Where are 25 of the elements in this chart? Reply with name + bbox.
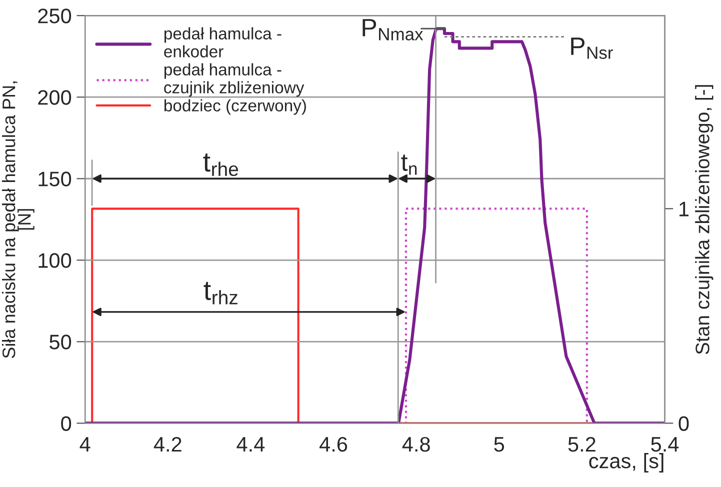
y-axis-title: Siła nacisku na pedał hamulca PN, [N] bbox=[2, 82, 34, 358]
x-tick-label: 4 bbox=[80, 437, 90, 452]
annotation: t$_{rhe}$ bbox=[203, 153, 238, 176]
y-tick-label: 0 bbox=[61, 416, 72, 431]
y-tick-label: 200 bbox=[38, 90, 72, 105]
annotation: t$_{n}$ bbox=[401, 154, 417, 175]
x-tick-label: 5 bbox=[494, 437, 504, 452]
legend-label: bodziec (czerwony) bbox=[164, 99, 306, 115]
y-tick-label: 250 bbox=[38, 8, 72, 24]
y2-tick-label: 0 bbox=[678, 416, 689, 431]
y-tick-label: 50 bbox=[50, 334, 72, 350]
y-tick-label: 150 bbox=[38, 172, 72, 186]
x-axis-title: czas, [s] bbox=[589, 453, 664, 472]
y2-axis-title: Stan czujnika zbliżeniowego, [-] bbox=[695, 85, 714, 354]
annotation: t$_{rhz}$ bbox=[204, 282, 238, 304]
x-tick-label: 4.4 bbox=[236, 437, 265, 452]
x-tick-label: 4.8 bbox=[402, 436, 430, 452]
x-tick-label: 5.4 bbox=[651, 437, 679, 452]
y-tick-label: 100 bbox=[38, 253, 72, 268]
y2-tick-label: 1 bbox=[680, 202, 689, 216]
x-tick-label: 5.2 bbox=[568, 436, 596, 452]
ref-line-label: P$_{Nsr}$ bbox=[571, 38, 613, 59]
x-tick-label: 4.2 bbox=[154, 436, 182, 452]
annotation: P$_{Nmax}$ bbox=[362, 19, 424, 40]
x-tick-label: 4.6 bbox=[320, 436, 348, 452]
